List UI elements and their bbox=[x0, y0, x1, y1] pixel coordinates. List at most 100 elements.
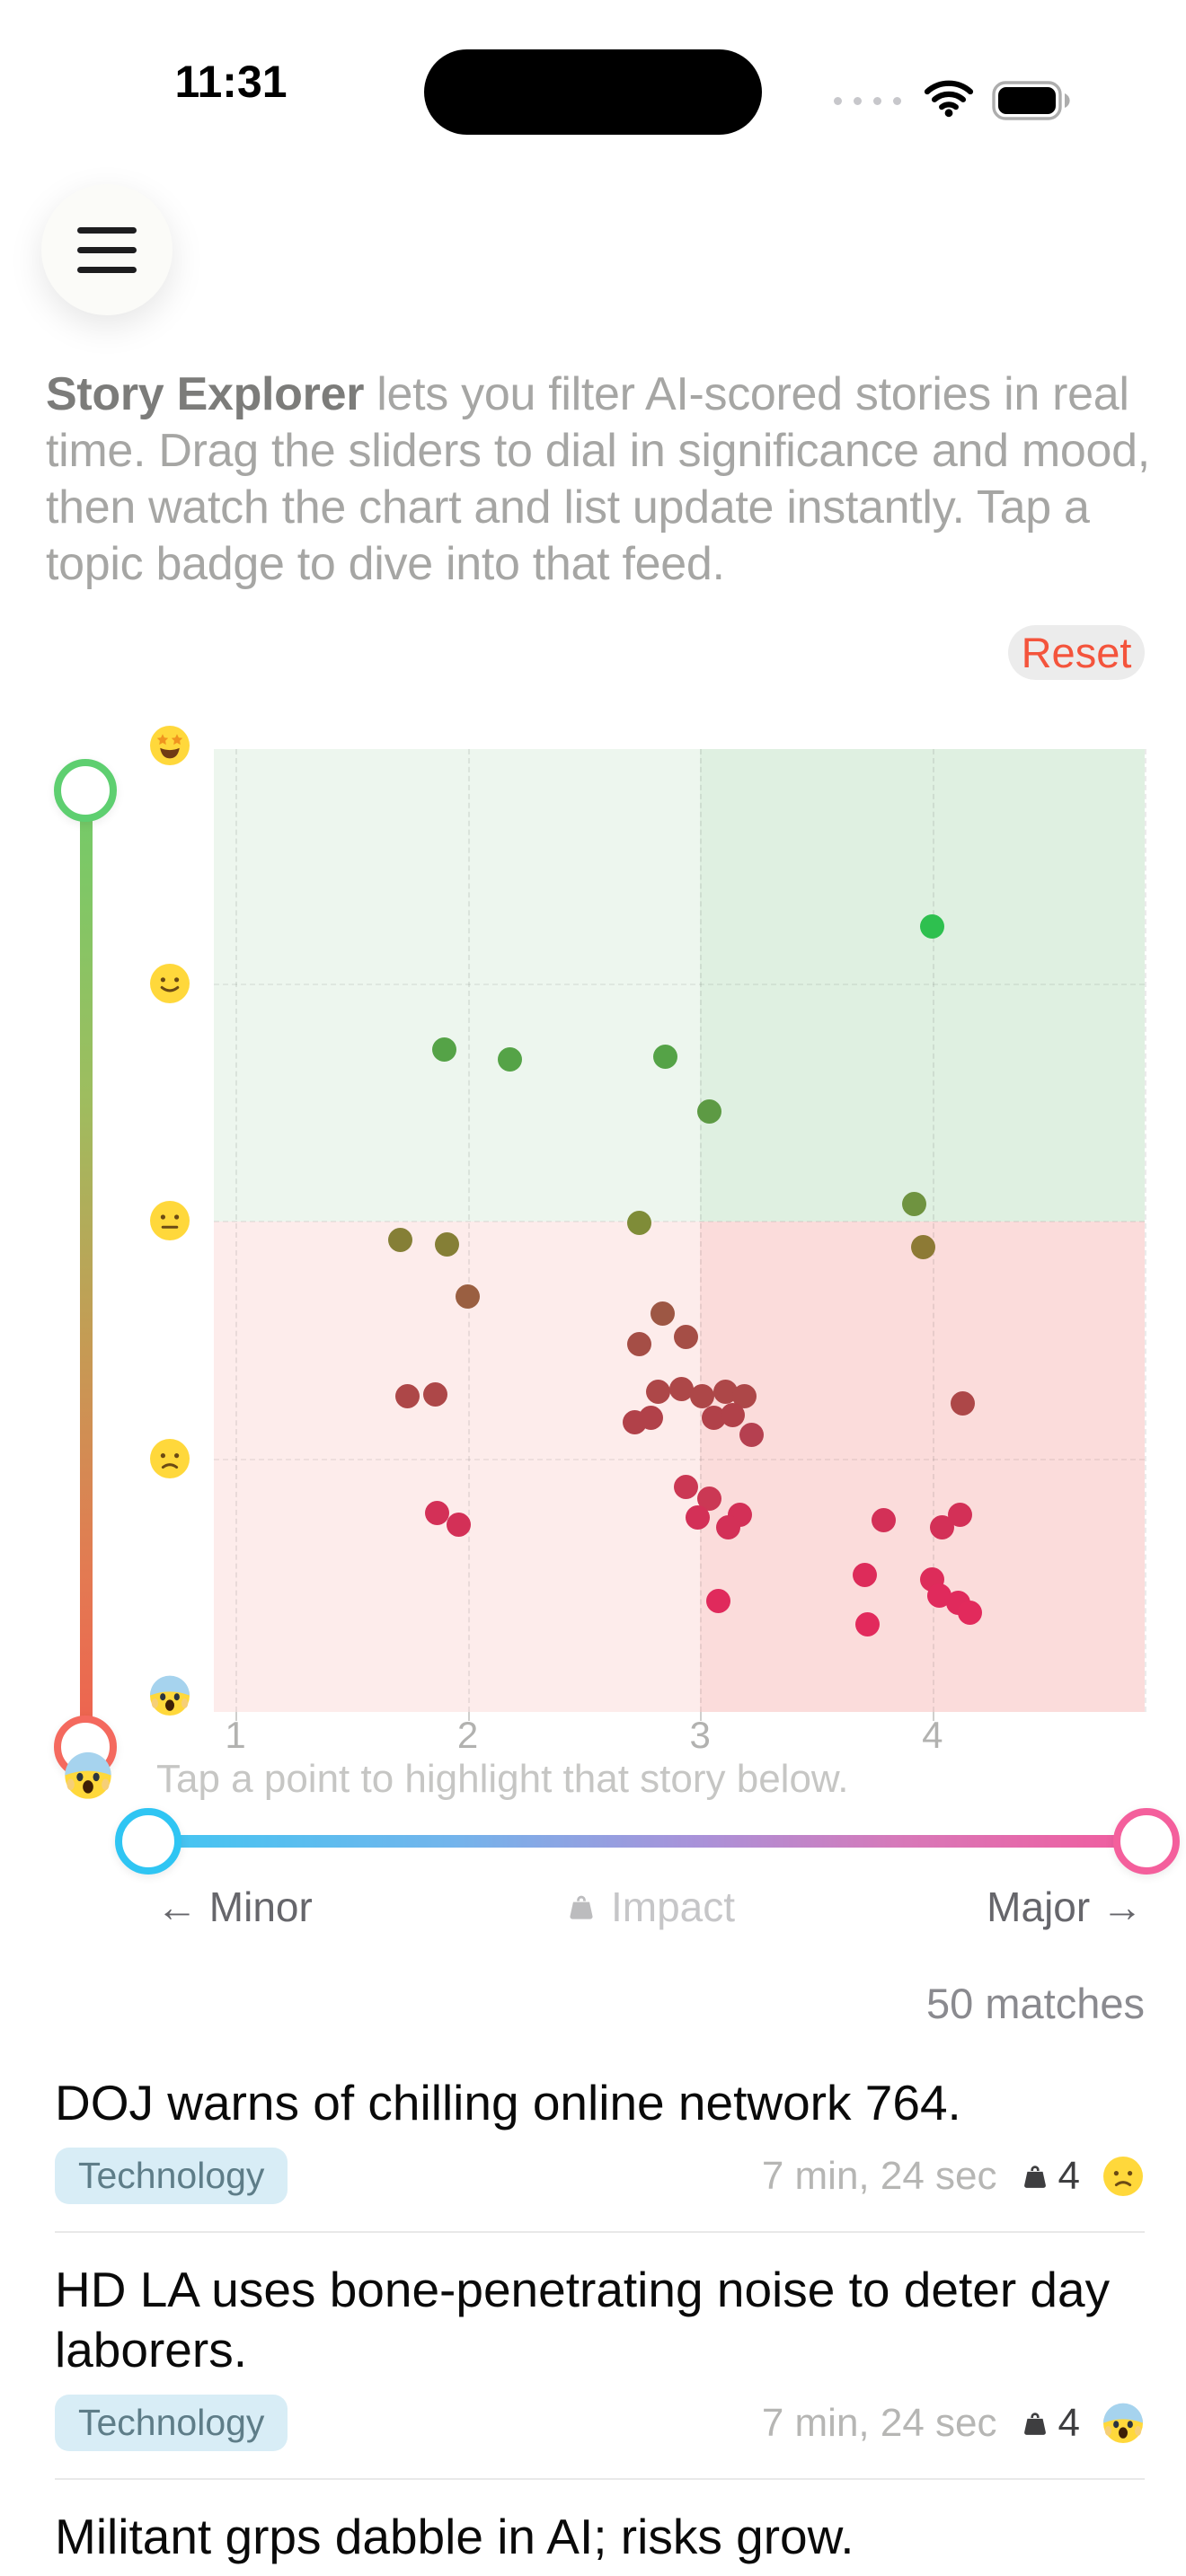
chart-point[interactable] bbox=[697, 1098, 722, 1124]
impact-slider-track[interactable] bbox=[148, 1835, 1146, 1848]
chart-point[interactable] bbox=[651, 1301, 676, 1326]
impact-weight-icon bbox=[564, 1890, 598, 1924]
chart-point[interactable] bbox=[627, 1211, 652, 1236]
match-count: 50 matches bbox=[926, 1980, 1145, 2027]
chart-point[interactable] bbox=[674, 1325, 699, 1350]
scream-face-icon bbox=[148, 1674, 191, 1717]
x-tick-label: 2 bbox=[456, 1714, 479, 1756]
chart-point[interactable] bbox=[652, 1044, 677, 1069]
star-struck-face-icon bbox=[148, 724, 191, 767]
chart-point[interactable] bbox=[425, 1500, 450, 1525]
weight-value: 4 bbox=[1058, 2153, 1080, 2198]
intro-text: Story Explorer lets you filter AI-scored… bbox=[46, 366, 1160, 593]
impact-slider-min-handle[interactable] bbox=[115, 1808, 181, 1875]
weight-icon bbox=[1019, 2160, 1051, 2192]
story-title: HD LA uses bone-penetrating noise to det… bbox=[55, 2262, 1111, 2378]
impact-label-group: Impact bbox=[564, 1883, 735, 1931]
quadrant-top-left bbox=[214, 749, 700, 1222]
gridline-vertical bbox=[1145, 749, 1146, 1712]
status-time: 11:31 bbox=[174, 57, 288, 107]
chart-point[interactable] bbox=[434, 1231, 459, 1257]
gridline-vertical bbox=[932, 749, 934, 1712]
gridline-vertical bbox=[467, 749, 470, 1712]
chart-point[interactable] bbox=[674, 1474, 699, 1499]
dynamic-island bbox=[424, 49, 762, 135]
scream-face-icon bbox=[1102, 2402, 1145, 2445]
chart-point[interactable] bbox=[948, 1503, 973, 1528]
x-tick-label: 1 bbox=[225, 1714, 246, 1756]
chart-point[interactable] bbox=[853, 1562, 878, 1587]
chart-point[interactable] bbox=[394, 1384, 420, 1409]
x-tick-label: 3 bbox=[689, 1714, 711, 1756]
chart-point[interactable] bbox=[669, 1377, 694, 1402]
topic-badge[interactable]: Technology bbox=[55, 2148, 288, 2204]
hamburger-icon bbox=[77, 226, 137, 273]
gridline-vertical bbox=[700, 749, 703, 1712]
scream-face-icon bbox=[63, 1751, 113, 1801]
chart-point[interactable] bbox=[910, 1234, 935, 1259]
reset-button[interactable]: Reset bbox=[1008, 625, 1145, 680]
story-title: Militant grps dabble in AI; risks grow. bbox=[55, 2509, 854, 2564]
story-meta-right: 7 min, 24 sec 4 bbox=[762, 2401, 1145, 2446]
story-meta-row: Technology 7 min, 24 sec 4 bbox=[55, 2148, 1145, 2204]
gridline-horizontal bbox=[214, 1458, 1145, 1460]
story-time: 7 min, 24 sec bbox=[761, 2400, 997, 2445]
x-tick-label: 4 bbox=[922, 1714, 943, 1756]
chart-point[interactable] bbox=[446, 1513, 471, 1538]
x-tick-mark bbox=[235, 1712, 237, 1721]
chart-point[interactable] bbox=[901, 1191, 926, 1216]
story-meta-row: Technology 7 min, 24 sec 4 bbox=[55, 2395, 1145, 2451]
quadrant-top-right bbox=[700, 749, 1145, 1222]
story-item: Militant grps dabble in AI; risks grow. bbox=[55, 2507, 1145, 2567]
chart-point[interactable] bbox=[706, 1588, 731, 1613]
intro-body: lets you filter AI-scored stories in rea… bbox=[46, 368, 1150, 590]
chart-point[interactable] bbox=[920, 913, 945, 939]
chart-point[interactable] bbox=[720, 1403, 745, 1428]
x-tick-mark bbox=[932, 1712, 934, 1721]
mood-slider-max-handle[interactable] bbox=[54, 759, 117, 822]
topic-badge[interactable]: Technology bbox=[55, 2395, 288, 2451]
x-tick-mark bbox=[467, 1712, 470, 1721]
story-time: 7 min, 24 sec bbox=[761, 2153, 997, 2198]
gridline-horizontal bbox=[214, 983, 1145, 985]
chart-point[interactable] bbox=[715, 1514, 740, 1539]
chart-point[interactable] bbox=[950, 1391, 975, 1416]
worried-face-icon bbox=[148, 1437, 191, 1480]
major-label: Major → bbox=[987, 1883, 1143, 1930]
story-weight: 4 bbox=[1019, 2154, 1080, 2199]
weight-value: 4 bbox=[1058, 2400, 1080, 2445]
chart-point[interactable] bbox=[957, 1600, 982, 1625]
chart-point[interactable] bbox=[686, 1505, 711, 1531]
chart-point[interactable] bbox=[456, 1284, 481, 1310]
neutral-face-icon bbox=[148, 1199, 191, 1242]
mood-slider-track[interactable] bbox=[80, 790, 93, 1746]
chart-point[interactable] bbox=[646, 1379, 671, 1404]
chart-point[interactable] bbox=[422, 1381, 447, 1407]
battery-icon bbox=[992, 81, 1075, 125]
chart-point[interactable] bbox=[854, 1612, 880, 1637]
story-list: DOJ warns of chilling online network 764… bbox=[55, 2073, 1145, 2567]
chart-point[interactable] bbox=[497, 1046, 522, 1072]
impact-label: Impact bbox=[610, 1883, 736, 1930]
chart-point[interactable] bbox=[388, 1227, 413, 1252]
chart-point[interactable] bbox=[627, 1332, 652, 1357]
impact-slider-labels: ← Minor Impact Major → bbox=[156, 1883, 1143, 1931]
chart-point[interactable] bbox=[690, 1384, 715, 1409]
chart-point[interactable] bbox=[639, 1406, 664, 1431]
weight-icon bbox=[1019, 2407, 1051, 2439]
chart-point[interactable] bbox=[739, 1422, 764, 1447]
impact-slider-max-handle[interactable] bbox=[1113, 1808, 1180, 1875]
story-title: DOJ warns of chilling online network 764… bbox=[55, 2075, 961, 2130]
slight-smile-face-icon bbox=[148, 962, 191, 1005]
wifi-icon bbox=[922, 76, 976, 123]
story-weight: 4 bbox=[1019, 2401, 1080, 2446]
cellular-signal-dots-icon bbox=[834, 97, 901, 105]
chart-point[interactable] bbox=[871, 1507, 896, 1532]
intro-lead: Story Explorer bbox=[46, 368, 365, 420]
menu-button[interactable] bbox=[41, 184, 173, 315]
story-meta-right: 7 min, 24 sec 4 bbox=[762, 2154, 1145, 2199]
minor-label: ← Minor bbox=[156, 1883, 313, 1930]
chart-point[interactable] bbox=[432, 1037, 457, 1063]
gridline-vertical bbox=[235, 749, 237, 1712]
